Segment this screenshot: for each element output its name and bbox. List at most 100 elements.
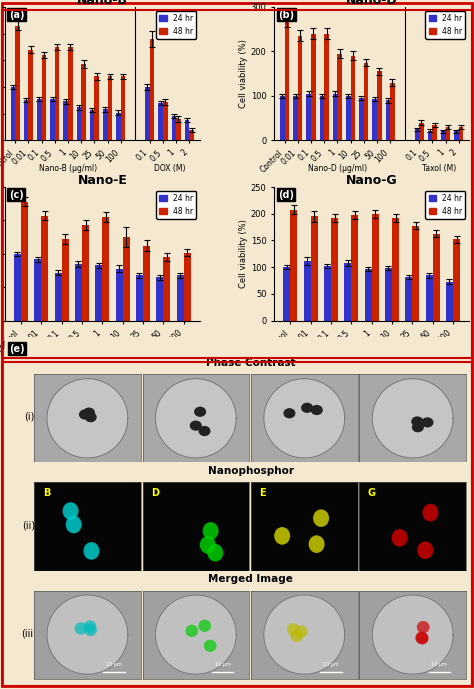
Legend: 24 hr, 48 hr: 24 hr, 48 hr [426, 191, 465, 219]
Bar [77, 107, 81, 141]
Bar [50, 99, 55, 141]
Ellipse shape [313, 509, 329, 527]
Bar [102, 217, 109, 320]
Bar [365, 269, 372, 320]
Bar [95, 265, 102, 320]
Ellipse shape [295, 626, 308, 638]
Ellipse shape [198, 619, 211, 632]
Text: (a): (a) [9, 10, 24, 19]
Bar [185, 120, 190, 141]
Circle shape [191, 421, 201, 430]
Ellipse shape [200, 536, 216, 554]
Text: Taxol (M): Taxol (M) [422, 165, 456, 174]
Bar [121, 76, 126, 141]
Bar [432, 125, 437, 141]
Ellipse shape [84, 624, 97, 636]
Bar [303, 260, 310, 320]
Bar [34, 259, 41, 320]
Ellipse shape [204, 639, 217, 652]
Bar [11, 87, 15, 141]
Ellipse shape [415, 632, 428, 644]
Y-axis label: Cell viability (%): Cell viability (%) [239, 219, 248, 288]
Bar [55, 273, 62, 320]
Ellipse shape [416, 633, 428, 644]
Polygon shape [47, 379, 128, 458]
Text: (i): (i) [24, 412, 34, 422]
Bar [441, 132, 446, 141]
Bar [81, 64, 86, 141]
Bar [190, 130, 194, 141]
Bar [385, 101, 390, 141]
Circle shape [311, 406, 322, 414]
Legend: 24 hr, 48 hr: 24 hr, 48 hr [156, 191, 196, 219]
Ellipse shape [74, 622, 87, 635]
Text: Nano-D (μg/ml): Nano-D (μg/ml) [308, 165, 367, 174]
Bar [364, 63, 368, 141]
Bar [103, 110, 108, 141]
Circle shape [195, 407, 205, 416]
Bar [28, 50, 33, 141]
Title: Nano-E: Nano-E [77, 174, 127, 187]
Bar [291, 209, 298, 320]
Text: 10 μm: 10 μm [431, 662, 447, 667]
Polygon shape [155, 595, 237, 675]
Bar [283, 267, 291, 320]
Bar [136, 275, 143, 320]
Bar [324, 34, 329, 141]
Bar [183, 252, 191, 320]
Y-axis label: Cell viability (%): Cell viability (%) [239, 39, 248, 108]
Bar [337, 54, 342, 141]
Bar [82, 225, 89, 320]
Ellipse shape [83, 620, 96, 633]
Title: Nano-B: Nano-B [77, 0, 128, 7]
Bar [24, 101, 28, 141]
Bar [344, 263, 351, 320]
Polygon shape [372, 595, 453, 675]
Legend: 24 hr, 48 hr: 24 hr, 48 hr [156, 11, 196, 39]
Bar [55, 47, 59, 141]
Ellipse shape [287, 623, 300, 635]
Bar [373, 99, 377, 141]
Ellipse shape [274, 527, 290, 545]
Bar [90, 110, 94, 141]
Text: (c): (c) [9, 189, 23, 200]
Bar [14, 254, 21, 320]
Ellipse shape [290, 630, 303, 642]
Text: 10 μm: 10 μm [106, 662, 122, 667]
Bar [405, 277, 412, 320]
Bar [324, 266, 331, 320]
Bar [62, 239, 69, 320]
Bar [143, 246, 150, 320]
Bar [176, 275, 183, 320]
Bar [453, 239, 460, 320]
Bar [37, 99, 42, 141]
Bar [163, 102, 168, 141]
Bar [64, 101, 68, 141]
Bar [351, 215, 358, 320]
Bar [68, 47, 73, 141]
Bar [41, 216, 48, 320]
Circle shape [284, 409, 295, 418]
Polygon shape [264, 379, 345, 458]
Title: Nano-G: Nano-G [346, 174, 398, 187]
Polygon shape [372, 379, 453, 458]
Bar [446, 282, 453, 320]
Bar [351, 56, 355, 141]
Bar [377, 72, 382, 141]
Circle shape [80, 410, 90, 419]
Bar [428, 131, 432, 141]
Bar [123, 237, 130, 320]
Text: (b): (b) [278, 10, 294, 19]
Text: D: D [151, 488, 159, 497]
Bar [293, 96, 298, 141]
Bar [319, 96, 324, 141]
Bar [419, 123, 424, 141]
Text: Nanophosphor: Nanophosphor [208, 466, 293, 476]
Bar [390, 83, 395, 141]
Polygon shape [264, 595, 345, 675]
Text: Merged Image: Merged Image [208, 574, 293, 584]
Bar [145, 87, 150, 141]
Bar [346, 96, 351, 141]
Text: Nano-B (μg/ml): Nano-B (μg/ml) [39, 165, 97, 174]
Bar [331, 218, 338, 320]
